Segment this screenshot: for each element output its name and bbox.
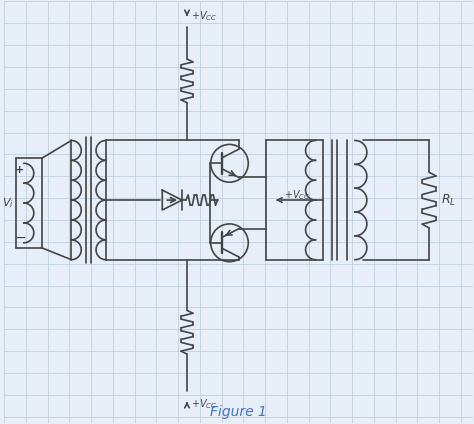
Text: +: + bbox=[15, 165, 25, 175]
Text: $+V_{CC}$: $+V_{CC}$ bbox=[191, 397, 217, 410]
Text: $R_L$: $R_L$ bbox=[441, 192, 456, 208]
Text: Figure 1: Figure 1 bbox=[210, 404, 267, 418]
Text: $+V_{CC}$: $+V_{CC}$ bbox=[191, 9, 217, 23]
Text: $+V_{CC}$: $+V_{CC}$ bbox=[284, 188, 310, 202]
Text: −: − bbox=[14, 231, 26, 245]
Text: $V_i$: $V_i$ bbox=[2, 196, 14, 210]
